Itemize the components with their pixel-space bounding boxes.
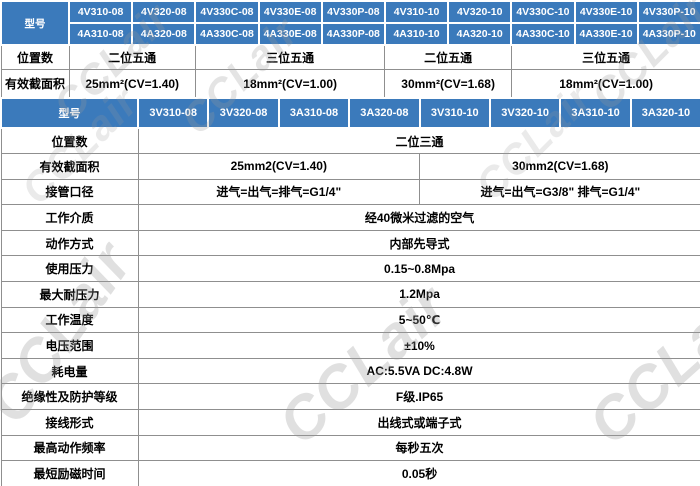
model-cell: 4V320-08	[131, 0, 197, 24]
model-cell: 4V320-10	[447, 0, 513, 24]
model-cell: 4A320-08	[131, 22, 197, 46]
model-cell: 3A310-10	[559, 97, 632, 129]
model-cell: 3V320-08	[207, 97, 280, 129]
spec-row-label: 使用压力	[0, 255, 139, 283]
valve-table-5port: 型号 4V310-08 4V320-08 4V330C-08 4V330E-08…	[0, 0, 700, 99]
spec-row-label: 耗电量	[0, 357, 139, 385]
model-cell: 4A330E-10	[573, 22, 639, 46]
spec-row-label: 最大耐压力	[0, 281, 139, 308]
model-header-label: 型号	[0, 97, 139, 129]
model-cell: 4V310-10	[383, 0, 450, 24]
spec-value: 三位五通	[194, 44, 386, 70]
spec-value: 1.2Mpa	[137, 281, 700, 308]
spec-row-label: 位置数	[0, 44, 70, 70]
spec-value: 0.05秒	[137, 460, 700, 486]
spec-value: AC:5.5VA DC:4.8W	[137, 357, 700, 385]
spec-row-label: 绝缘性及防护等级	[0, 383, 139, 411]
model-cell: 4A320-10	[447, 22, 513, 46]
spec-value: 5~50℃	[137, 306, 700, 334]
spec-value: 三位五通	[510, 44, 700, 70]
spec-row-label: 最短励磁时间	[0, 460, 139, 486]
model-cell: 4V330P-08	[320, 0, 386, 24]
model-cell: 3V310-10	[418, 97, 491, 129]
model-cell: 4A330P-10	[636, 22, 700, 46]
spec-value: F级.IP65	[137, 383, 700, 411]
spec-value: 二位三通	[137, 127, 700, 155]
model-cell: 4V330C-08	[194, 0, 260, 24]
spec-value: 30mm²(CV=1.68)	[384, 68, 512, 99]
spec-row-label: 工作温度	[0, 306, 139, 334]
model-cell: 4A310-10	[383, 22, 450, 46]
spec-value: 0.15~0.8Mpa	[137, 255, 700, 283]
spec-row-label: 有效截面积	[0, 68, 70, 99]
spec-value: ±10%	[137, 332, 700, 359]
model-cell: 4A330E-08	[257, 22, 323, 46]
model-cell: 3V310-08	[136, 97, 210, 129]
spec-value: 25mm2(CV=1.40)	[137, 153, 421, 180]
model-cell: 4A330P-08	[320, 22, 386, 46]
spec-value: 30mm2(CV=1.68)	[419, 153, 700, 180]
spec-value: 每秒五次	[137, 434, 700, 462]
spec-value: 经40微米过滤的空气	[137, 204, 700, 231]
spec-value: 内部先导式	[137, 229, 700, 257]
spec-row-label: 位置数	[0, 127, 139, 155]
model-cell: 4V330C-10	[510, 0, 576, 24]
model-cell: 4A310-08	[67, 22, 134, 46]
model-cell: 4V330P-10	[636, 0, 700, 24]
spec-value: 18mm²(CV=1.00)	[510, 68, 700, 99]
model-cell: 4V310-08	[67, 0, 134, 24]
spec-value: 二位五通	[384, 44, 512, 70]
model-cell: 4A330C-10	[510, 22, 576, 46]
valve-table-3port: 型号 3V310-08 3V320-08 3A310-08 3A320-08 3…	[0, 97, 700, 486]
spec-row-label: 接线形式	[0, 409, 139, 436]
model-cell: 4V330E-08	[257, 0, 323, 24]
spec-value: 出线式或端子式	[137, 409, 700, 436]
spec-row-label: 动作方式	[0, 229, 139, 257]
model-cell: 3A310-08	[277, 97, 351, 129]
spec-value: 25mm²(CV=1.40)	[68, 68, 196, 99]
spec-row-label: 有效截面积	[0, 153, 139, 180]
model-cell: 3A320-10	[629, 97, 700, 129]
spec-row-label: 最高动作频率	[0, 434, 139, 462]
spec-value: 二位五通	[68, 44, 196, 70]
model-cell: 4A330C-08	[194, 22, 260, 46]
spec-row-label: 电压范围	[0, 332, 139, 359]
model-cell: 3A320-08	[348, 97, 421, 129]
spec-value: 进气=出气=排气=G1/4"	[137, 178, 421, 206]
model-cell: 3V320-10	[488, 97, 562, 129]
spec-value: 18mm²(CV=1.00)	[194, 68, 386, 99]
model-header-label: 型号	[0, 0, 70, 46]
spec-row-label: 工作介质	[0, 204, 139, 231]
model-cell: 4V330E-10	[573, 0, 639, 24]
spec-value: 进气=出气=G3/8" 排气=G1/4"	[419, 178, 700, 206]
spec-row-label: 接管口径	[0, 178, 139, 206]
